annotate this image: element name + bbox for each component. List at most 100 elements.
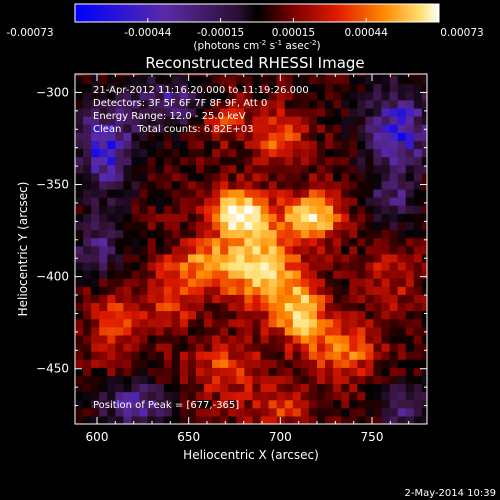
heatmap-cell [405,148,415,158]
heatmap-cell [91,180,100,190]
heatmap-cell [413,221,423,231]
heatmap-cell [155,99,165,109]
y-tick-label: −350 [36,178,69,192]
heatmap-cell [236,342,245,352]
heatmap-cell [83,302,92,312]
heatmap-cell [244,359,254,368]
heatmap-cell [155,188,165,198]
heatmap-cell [99,83,108,93]
heatmap-cell [308,278,318,287]
heatmap-cell [187,367,197,376]
heatmap-cell [300,132,310,141]
heatmap-cell [405,124,415,133]
heatmap-cell [284,367,294,376]
heatmap-cell [381,156,391,166]
heatmap-cell [212,253,221,263]
heatmap-cell [236,253,245,263]
heatmap-cell [236,278,245,287]
heatmap-cell [155,261,165,271]
heatmap-cell [196,326,205,336]
heatmap-cell [147,383,157,393]
heatmap-cell [236,75,245,85]
heatmap-cell [317,221,326,231]
heatmap-cell [300,245,310,255]
heatmap-cell [317,359,326,368]
heatmap-cell [115,286,124,295]
heatmap-cell [123,294,133,304]
heatmap-cell [357,270,366,279]
heatmap-cell [123,237,133,247]
heatmap-cell [268,351,278,360]
heatmap-cell [260,286,270,295]
heatmap-cell [349,334,358,344]
heatmap-cell [179,205,189,214]
heatmap-cell [292,83,302,93]
heatmap-cell [75,197,84,206]
heatmap-cell [220,188,229,198]
heatmap-cell [115,359,124,368]
heatmap-cell [220,229,229,239]
heatmap-cell [373,342,383,352]
heatmap-cell [389,221,399,231]
heatmap-cell [252,278,262,287]
heatmap-cell [357,107,366,117]
heatmap-cell [341,156,350,166]
heatmap-cell [308,399,318,409]
heatmap-cell [325,399,334,409]
heatmap-cell [244,221,254,231]
heatmap-cell [115,205,124,214]
heatmap-cell [284,124,294,133]
heatmap-cell [179,270,189,279]
heatmap-cell [236,83,245,93]
heatmap-cell [276,302,286,312]
heatmap-cell [83,318,92,328]
heatmap-cell [83,399,92,409]
heatmap-cell [333,197,342,206]
heatmap-cell [179,156,189,166]
heatmap-cell [300,367,310,376]
heatmap-cell [91,91,100,101]
heatmap-cell [268,172,278,182]
heatmap-cell [171,399,181,409]
heatmap-cell [196,188,205,198]
heatmap-cell [123,375,133,385]
heatmap-cell [333,294,342,304]
heatmap-cell [187,116,197,125]
heatmap-cell [405,188,415,198]
heatmap-cell [139,310,149,320]
heatmap-cell [171,351,181,360]
heatmap-cell [187,140,197,150]
heatmap-cell [171,99,181,109]
heatmap-cell [405,302,415,312]
heatmap-cell [187,172,197,182]
heatmap-cell [317,253,326,263]
heatmap-cell [260,310,270,320]
heatmap-cell [187,383,197,393]
heatmap-cell [373,351,383,360]
heatmap-cell [155,294,165,304]
heatmap-cell [236,261,245,271]
heatmap-cell [155,156,165,166]
heatmap-cell [139,205,149,214]
heatmap-cell [99,221,108,231]
heatmap-cell [187,83,197,93]
heatmap-cell [163,99,173,109]
heatmap-cell [83,99,92,109]
heatmap-cell [107,156,116,166]
heatmap-cell [389,261,399,271]
heatmap-cell [163,221,173,231]
heatmap-cell [333,253,342,263]
heatmap-cell [75,286,84,295]
heatmap-cell [171,229,181,239]
heatmap-cell [325,124,334,133]
heatmap-cell [220,375,229,385]
heatmap-cell [268,261,278,271]
heatmap-cell [244,334,254,344]
heatmap-cell [252,180,262,190]
heatmap-cell [365,75,375,85]
heatmap-cell [155,326,165,336]
heatmap-cell [155,351,165,360]
heatmap-cell [333,399,342,409]
heatmap-cell [75,278,84,287]
heatmap-cell [381,407,391,417]
